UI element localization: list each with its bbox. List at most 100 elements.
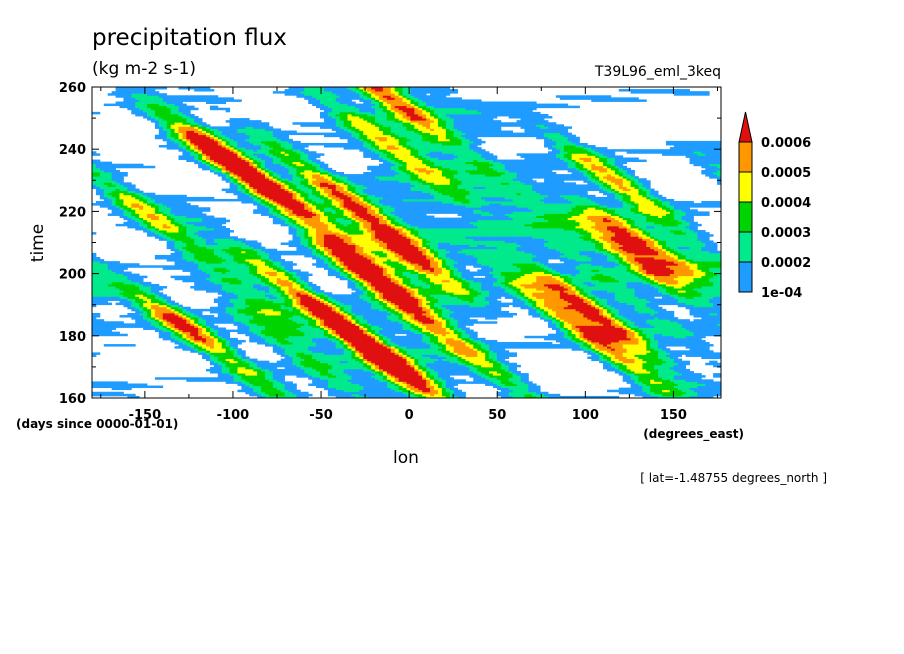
field-cell: [642, 360, 647, 364]
field-cell: [685, 391, 690, 395]
field-cell: [638, 379, 643, 382]
field-cell: [551, 344, 557, 347]
field-cell: [292, 358, 297, 362]
field-cell: [257, 387, 262, 391]
field-cell: [673, 389, 679, 393]
field-cell: [371, 389, 376, 393]
field-cell: [445, 348, 451, 351]
field-cell: [504, 387, 510, 391]
field-cell: [614, 371, 620, 374]
field-cell: [654, 377, 659, 380]
field-cell: [453, 393, 459, 397]
field-cell: [662, 348, 667, 351]
field-cell: [689, 393, 694, 397]
field-cell: [351, 389, 356, 393]
experiment-label: T39L96_eml_3keq: [594, 64, 721, 80]
field-cell: [669, 350, 675, 353]
field-cell: [371, 366, 376, 370]
field-cell: [92, 312, 97, 316]
field-cell: [406, 364, 411, 368]
field-cell: [520, 373, 525, 376]
field-cell: [618, 356, 624, 359]
field-cell: [347, 379, 352, 382]
field-cell: [241, 375, 246, 378]
field-cell: [453, 360, 459, 364]
field-cell: [312, 383, 317, 386]
field-cell: [394, 395, 400, 398]
field-cell: [245, 373, 250, 376]
field-cell: [642, 358, 647, 362]
field-cell: [410, 366, 415, 370]
field-cell: [280, 373, 286, 376]
field-cell: [662, 371, 667, 374]
field-cell: [284, 371, 289, 374]
field-cell: [524, 342, 529, 345]
field-cell: [111, 331, 116, 335]
field-cell: [669, 395, 675, 398]
field-cell: [229, 346, 234, 349]
field-cell: [410, 362, 415, 366]
field-cell: [261, 395, 266, 398]
field-cell: [705, 350, 710, 353]
field-cell: [363, 385, 368, 389]
field-cell: [634, 362, 639, 366]
field-cell: [426, 371, 431, 374]
field-cell: [453, 389, 459, 393]
field-cell: [658, 368, 663, 372]
field-cell: [378, 360, 384, 364]
field-cell: [119, 385, 124, 389]
field-cell: [402, 375, 407, 378]
field-cell: [190, 348, 195, 351]
field-cell: [115, 387, 120, 391]
field-cell: [622, 362, 628, 366]
field-cell: [441, 393, 447, 397]
field-cell: [367, 379, 372, 382]
field-cell: [249, 383, 254, 386]
field-cell: [229, 354, 234, 357]
field-cell: [618, 350, 624, 353]
field-cell: [304, 348, 309, 351]
field-cell: [485, 321, 490, 324]
field-cell: [481, 381, 486, 384]
field-cell: [245, 371, 250, 374]
field-cell: [477, 358, 482, 362]
field-cell: [457, 350, 462, 353]
field-cell: [323, 354, 329, 357]
field-cell: [264, 364, 270, 368]
field-cell: [406, 354, 411, 357]
field-cell: [414, 395, 419, 398]
field-cell: [673, 395, 679, 398]
field-cell: [646, 379, 651, 382]
field-cell: [406, 387, 411, 391]
field-cell: [477, 350, 482, 353]
field-cell: [717, 383, 721, 386]
field-cell: [347, 368, 352, 372]
field-cell: [288, 371, 293, 374]
field-cell: [540, 393, 545, 397]
field-cell: [520, 342, 525, 345]
field-cell: [445, 375, 451, 378]
field-cell: [437, 364, 443, 368]
field-cell: [394, 364, 400, 368]
field-cell: [300, 373, 305, 376]
field-cell: [261, 368, 266, 372]
field-cell: [697, 381, 702, 384]
field-cell: [516, 379, 521, 382]
field-cell: [445, 373, 451, 376]
field-cell: [532, 335, 537, 339]
field-cell: [477, 379, 482, 382]
field-cell: [410, 377, 415, 380]
field-cell: [445, 377, 451, 380]
field-cell: [650, 371, 655, 374]
field-cell: [508, 373, 514, 376]
field-cell: [662, 358, 667, 362]
field-cell: [642, 381, 647, 384]
field-cell: [548, 342, 553, 345]
field-cell: [654, 362, 659, 366]
field-cell: [717, 354, 721, 357]
field-cell: [221, 360, 227, 364]
field-cell: [394, 371, 400, 374]
field-cell: [308, 364, 313, 368]
field-cell: [292, 373, 297, 376]
field-cell: [717, 362, 721, 366]
